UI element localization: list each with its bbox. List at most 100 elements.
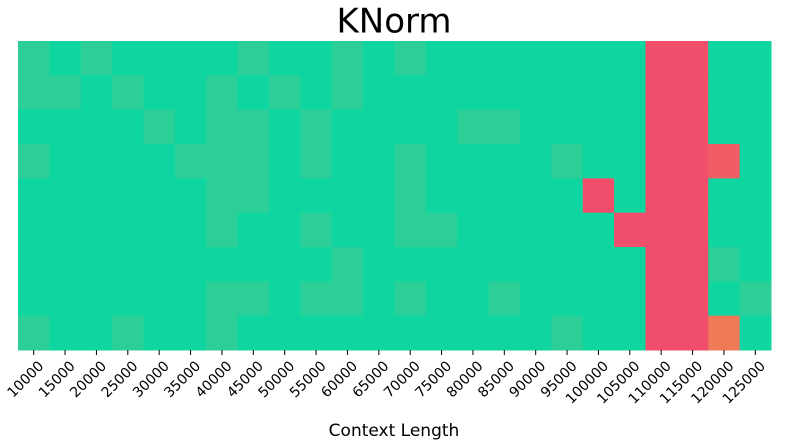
heatmap-cell (49, 178, 82, 214)
heatmap-cell (488, 315, 521, 351)
heatmap-cell (269, 75, 301, 111)
heatmap-cell (739, 247, 772, 282)
heatmap-cell (331, 144, 364, 179)
heatmap-cell (708, 109, 741, 145)
heatmap-cell (206, 281, 239, 317)
heatmap-cell (363, 41, 395, 76)
heatmap-cell (520, 212, 552, 248)
heatmap-cell (206, 178, 239, 214)
heatmap-cell (112, 281, 144, 317)
heatmap-cell (394, 212, 427, 248)
heatmap-cell (174, 41, 207, 76)
heatmap-cell (269, 247, 301, 282)
heatmap-cell (237, 281, 270, 317)
heatmap-cell (80, 247, 113, 282)
heatmap-cell (18, 315, 50, 351)
heatmap-cell (80, 178, 113, 214)
heatmap-cell (300, 144, 333, 179)
heatmap-cell (457, 75, 490, 111)
heatmap-cell (174, 75, 207, 111)
heatmap-cell (551, 144, 584, 179)
heatmap-cell (112, 75, 144, 111)
heatmap-cell (174, 178, 207, 214)
heatmap-cell (363, 281, 395, 317)
heatmap-cell (331, 315, 364, 351)
heatmap-cell (551, 41, 584, 76)
heatmap-cell (676, 315, 709, 351)
heatmap-cell (174, 212, 207, 248)
heatmap-cell (300, 212, 333, 248)
heatmap-cell (551, 109, 584, 145)
heatmap-cell (18, 41, 50, 76)
heatmap-cell (457, 281, 490, 317)
heatmap-cell (174, 281, 207, 317)
heatmap-cell (425, 247, 458, 282)
heatmap-cell (269, 212, 301, 248)
heatmap-cell (457, 144, 490, 179)
heatmap-cell (425, 144, 458, 179)
heatmap-cell (488, 144, 521, 179)
heatmap-cell (237, 144, 270, 179)
heatmap-cell (614, 109, 646, 145)
heatmap-cell (80, 41, 113, 76)
heatmap-cell (143, 247, 176, 282)
heatmap-cell (269, 178, 301, 214)
heatmap-cell (237, 41, 270, 76)
heatmap-cell (363, 315, 395, 351)
heatmap-cell (425, 75, 458, 111)
heatmap-cell (645, 247, 678, 282)
heatmap-cell (143, 178, 176, 214)
heatmap-cell (457, 178, 490, 214)
heatmap-cell (551, 178, 584, 214)
heatmap-cell (300, 281, 333, 317)
heatmap-cell (80, 315, 113, 351)
heatmap-cell (363, 178, 395, 214)
heatmap-cell (676, 247, 709, 282)
heatmap-cell (80, 281, 113, 317)
heatmap-cell (645, 315, 678, 351)
heatmap-cell (143, 144, 176, 179)
heatmap-cell (331, 75, 364, 111)
heatmap-cell (269, 281, 301, 317)
heatmap-cell (708, 144, 741, 179)
heatmap-cell (582, 315, 615, 351)
heatmap-cell (676, 109, 709, 145)
heatmap-cell (18, 75, 50, 111)
heatmap-cell (520, 315, 552, 351)
heatmap-cell (457, 315, 490, 351)
heatmap-cell (488, 109, 521, 145)
heatmap-cell (300, 178, 333, 214)
x-axis-label: Context Length (329, 421, 460, 441)
heatmap-cell (300, 75, 333, 111)
heatmap-cell (582, 247, 615, 282)
heatmap-cell (425, 178, 458, 214)
heatmap-cell (269, 41, 301, 76)
heatmap-cell (708, 75, 741, 111)
heatmap-cell (520, 247, 552, 282)
heatmap-cell (206, 212, 239, 248)
heatmap-cell (237, 178, 270, 214)
heatmap-cell (488, 212, 521, 248)
heatmap-cell (739, 178, 772, 214)
heatmap-cell (676, 75, 709, 111)
heatmap-cell (614, 144, 646, 179)
heatmap-cell (708, 212, 741, 248)
heatmap-cell (708, 178, 741, 214)
heatmap-cell (676, 178, 709, 214)
heatmap-cell (614, 41, 646, 76)
heatmap-cell (112, 144, 144, 179)
heatmap-cell (582, 41, 615, 76)
heatmap-cell (331, 247, 364, 282)
heatmap-cell (269, 315, 301, 351)
heatmap-cell (49, 247, 82, 282)
heatmap-cell (174, 109, 207, 145)
heatmap-cell (300, 109, 333, 145)
heatmap-cell (551, 315, 584, 351)
heatmap-cell (551, 247, 584, 282)
heatmap-cell (488, 281, 521, 317)
heatmap-cell (488, 247, 521, 282)
heatmap-cell (363, 247, 395, 282)
heatmap-cell (143, 212, 176, 248)
heatmap-cell (49, 75, 82, 111)
